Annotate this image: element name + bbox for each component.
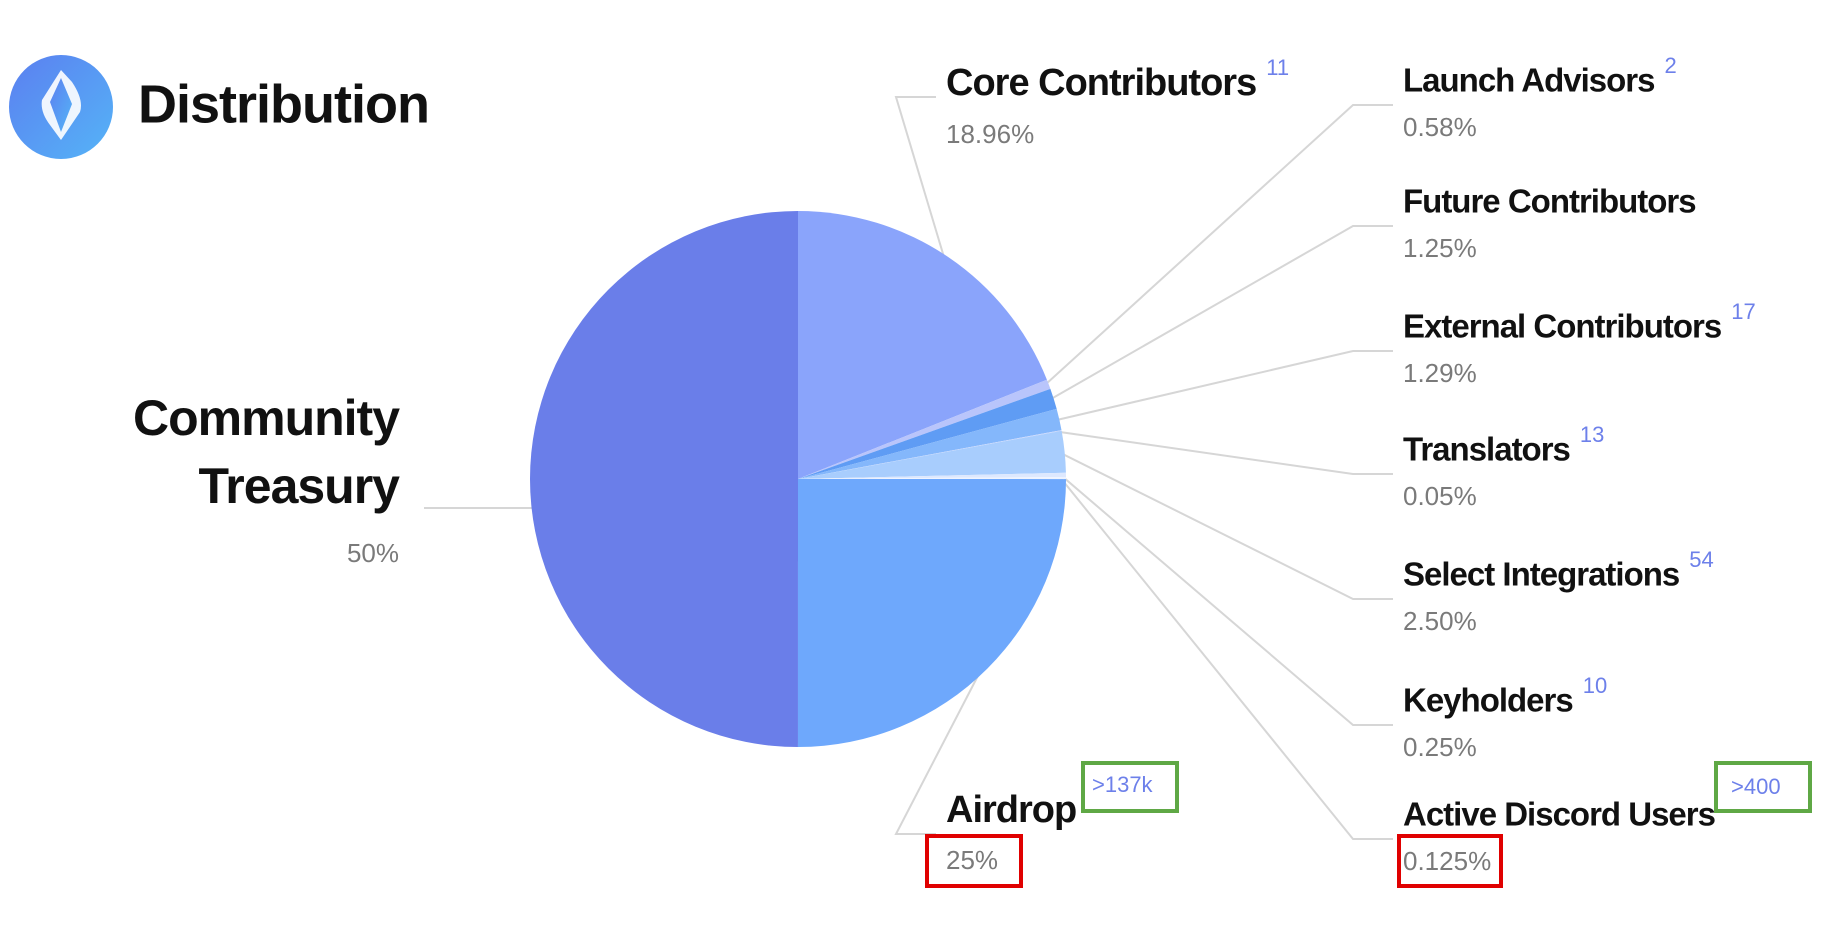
category-label: Core Contributors bbox=[946, 62, 1256, 104]
count-label: 54 bbox=[1689, 547, 1713, 572]
logo bbox=[9, 55, 113, 159]
leader-line bbox=[1048, 225, 1393, 402]
category-label: Community Treasury bbox=[133, 390, 400, 514]
percent-label: 1.29% bbox=[1403, 358, 1477, 388]
category-label: Keyholders bbox=[1403, 682, 1573, 719]
category-label: Active Discord Users bbox=[1403, 796, 1715, 833]
pie-slice bbox=[798, 211, 1047, 479]
leader-line bbox=[1058, 451, 1393, 600]
leader-line bbox=[1059, 474, 1393, 726]
pie-slice bbox=[798, 430, 1066, 479]
category-label: Select Integrations bbox=[1403, 556, 1679, 593]
category-label: Airdrop bbox=[946, 789, 1076, 831]
count-label: >400 bbox=[1731, 774, 1781, 799]
pie-slice bbox=[530, 211, 798, 747]
highlight-box bbox=[1081, 761, 1179, 813]
count-label: 2 bbox=[1665, 53, 1677, 78]
percent-label: 2.50% bbox=[1403, 606, 1477, 636]
pie-slice bbox=[798, 388, 1057, 479]
category-label: External Contributors bbox=[1403, 308, 1721, 345]
category-label: Launch Advisors bbox=[1403, 62, 1655, 99]
leader-line bbox=[894, 96, 947, 262]
pie-slice bbox=[798, 430, 1062, 479]
leader-line bbox=[894, 664, 985, 835]
highlight-box bbox=[925, 834, 1023, 888]
percent-label: 0.25% bbox=[1403, 732, 1477, 762]
pie-slice bbox=[797, 479, 1066, 747]
percent-label: 1.25% bbox=[1403, 233, 1477, 263]
category-label: Translators bbox=[1403, 431, 1570, 468]
percent-label: 0.05% bbox=[1403, 481, 1477, 511]
category-label: Future Contributors bbox=[1403, 183, 1696, 220]
pie-slice bbox=[798, 472, 1066, 479]
count-label: 10 bbox=[1583, 673, 1607, 698]
leader-line bbox=[1043, 104, 1393, 387]
count-label: 17 bbox=[1731, 299, 1755, 324]
leader-line bbox=[1053, 350, 1393, 422]
percent-label: 50% bbox=[347, 538, 399, 568]
percent-label: 0.58% bbox=[1403, 112, 1477, 142]
percent-label: 0.125% bbox=[1403, 846, 1491, 876]
count-label: 13 bbox=[1580, 422, 1604, 447]
pie-slice bbox=[798, 476, 1066, 480]
pie-slice bbox=[798, 379, 1051, 479]
highlight-box bbox=[1714, 761, 1812, 813]
chart-title: Distribution bbox=[138, 74, 429, 134]
highlight-box bbox=[1397, 834, 1503, 888]
percent-label: 18.96% bbox=[946, 119, 1034, 149]
count-label: 11 bbox=[1266, 55, 1289, 80]
leader-line bbox=[1056, 430, 1393, 475]
leader-line bbox=[1059, 477, 1393, 840]
count-label: >137k bbox=[1092, 772, 1154, 797]
percent-label: 25% bbox=[946, 845, 998, 875]
pie-slice bbox=[798, 408, 1062, 479]
